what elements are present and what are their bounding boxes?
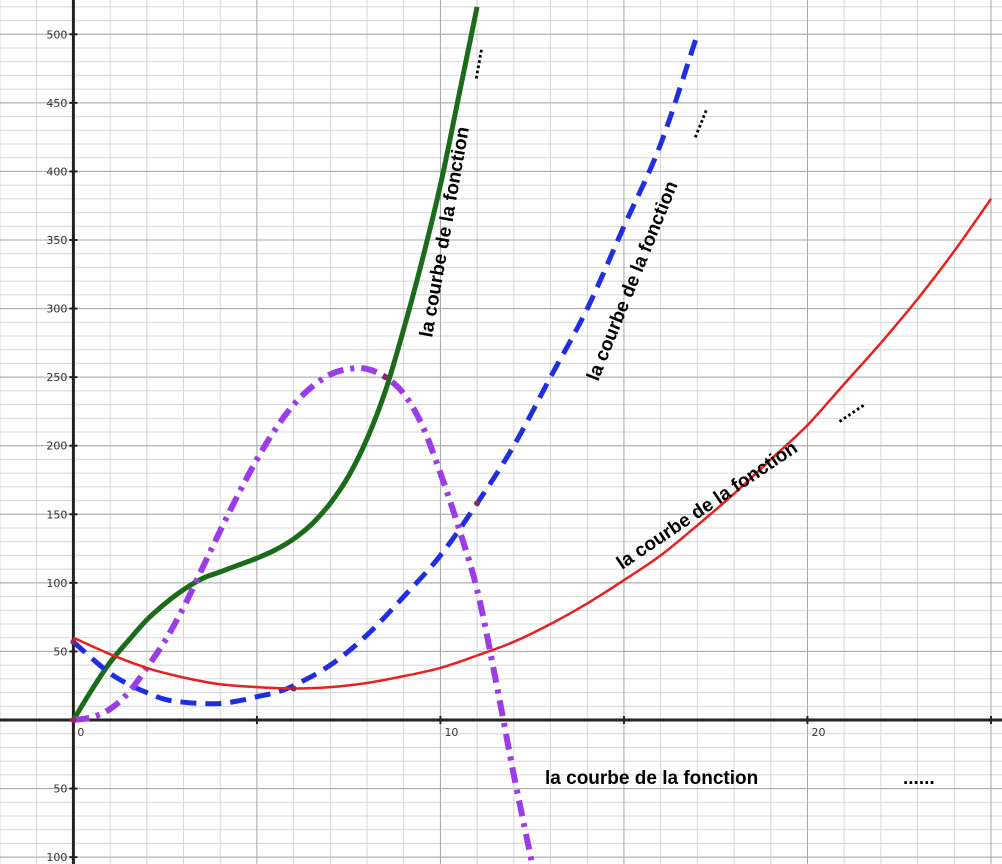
y-tick-label: 400	[46, 165, 67, 178]
y-tick-label: 500	[46, 28, 67, 41]
y-tick-label: 150	[46, 508, 67, 521]
tick-labels: 0 10 20 100 50 50 100 150 200 250 300 350 400 450 500	[46, 28, 825, 864]
x-tick-label: 0	[77, 726, 84, 739]
x-tick-label: 20	[811, 726, 825, 739]
y-tick-label: 100	[46, 851, 67, 864]
curve-series-0	[71, 6, 480, 722]
y-tick-label: 100	[46, 577, 67, 590]
x-tick-label: 10	[444, 726, 458, 739]
y-tick-label: 50	[53, 783, 67, 796]
curve-series-3	[72, 198, 993, 690]
intersection-point	[382, 374, 389, 381]
y-tick-label: 350	[46, 234, 67, 247]
curve-series-2	[72, 365, 536, 864]
y-tick-label: 300	[46, 303, 67, 316]
curve-label-purple-text: la courbe de la fonction	[545, 768, 758, 789]
y-tick-label: 250	[46, 371, 67, 384]
curve-label-purple: la courbe de la fonction ......	[545, 768, 935, 789]
intersection-point	[474, 500, 481, 507]
intersection-points	[70, 374, 481, 723]
intersection-point	[70, 717, 77, 723]
intersection-point	[290, 685, 297, 692]
y-tick-label: 450	[46, 97, 67, 110]
curve-label-purple-dots: ......	[903, 768, 935, 789]
intersection-point	[70, 638, 77, 645]
y-tick-label: 200	[46, 440, 67, 453]
y-tick-label: 50	[53, 645, 67, 658]
